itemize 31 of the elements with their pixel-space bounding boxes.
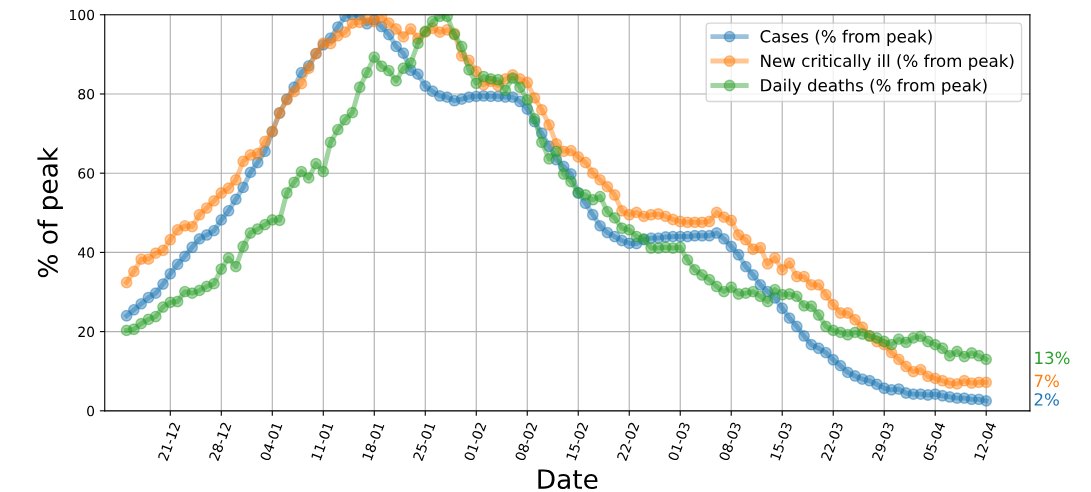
x-tick-label: 28-12 [208, 421, 232, 462]
y-tick-label: 60 [78, 168, 95, 179]
x-tick-label: 22-02 [616, 421, 640, 462]
x-tick-label: 04-01 [259, 421, 283, 462]
annotation: 2% [1034, 393, 1059, 406]
y-tick-label: 40 [78, 247, 95, 258]
annotation: 13% [1035, 351, 1070, 365]
x-tick-label: 21-12 [157, 421, 181, 462]
y-axis-title: % of peak [37, 147, 63, 278]
x-tick-label: 08-03 [718, 421, 742, 462]
legend-label: New critically ill (% from peak) [761, 54, 1014, 71]
x-tick-label: 15-03 [769, 421, 793, 461]
legend-label: Daily deaths (% from peak) [761, 78, 987, 95]
y-tick-label: 0 [87, 405, 95, 417]
x-axis-title: Date [538, 469, 598, 490]
x-tick-label: 29-03 [871, 421, 895, 462]
x-tick-label: 18-01 [361, 421, 385, 461]
y-tick-label: 20 [78, 326, 95, 338]
x-tick-label: 05-04 [922, 421, 946, 462]
x-tick-label: 22-03 [820, 421, 844, 462]
x-tick-label: 15-02 [565, 421, 589, 461]
x-tick-label: 08-02 [514, 421, 538, 462]
x-tick-label: 12-04 [973, 421, 997, 461]
y-tick-label: 100 [70, 9, 95, 21]
annotation: 7% [1034, 374, 1059, 388]
x-tick-label: 11-01 [310, 421, 334, 461]
legend-label: Cases (% from peak) [760, 29, 932, 46]
y-tick-label: 80 [78, 88, 95, 100]
x-tick-label: 01-03 [667, 421, 691, 462]
x-tick-label: 01-02 [463, 421, 487, 462]
x-tick-label: 25-01 [412, 421, 436, 462]
